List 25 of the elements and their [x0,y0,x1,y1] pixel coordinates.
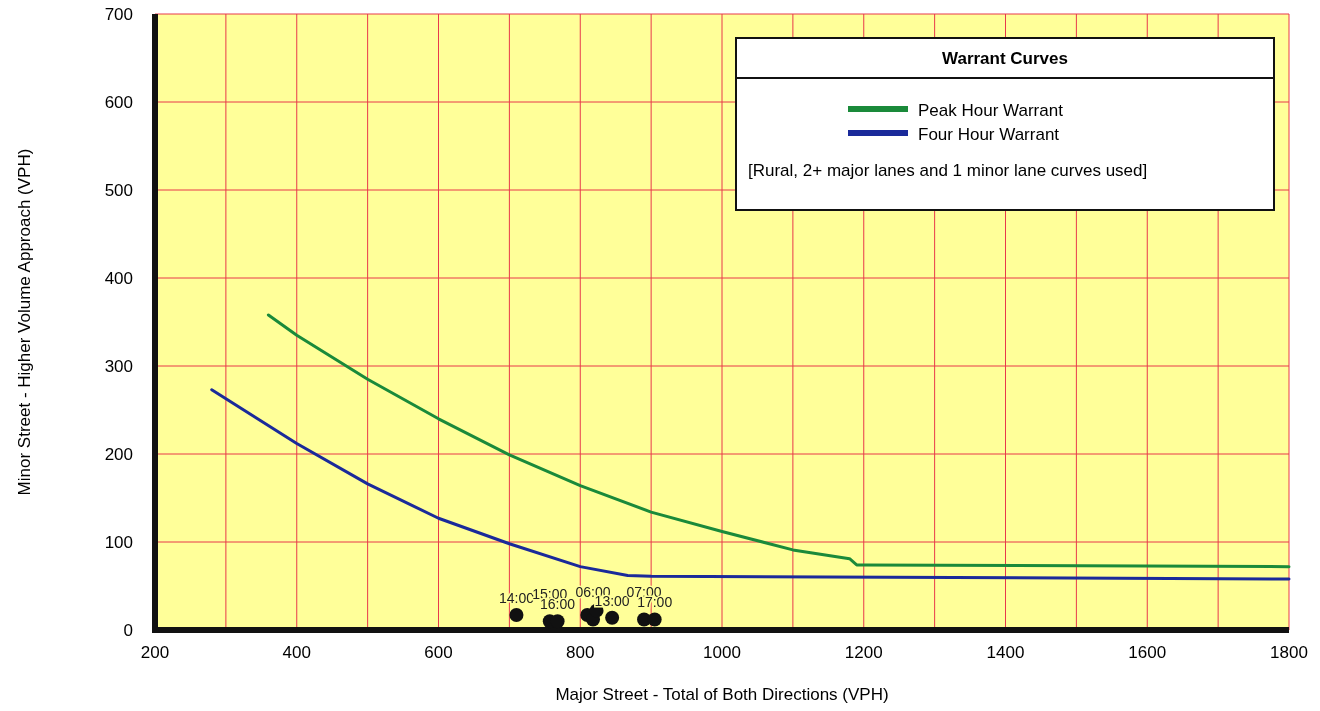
legend-label: Peak Hour Warrant [918,101,1064,120]
y-tick-label: 100 [104,533,133,552]
x-axis-title: Major Street - Total of Both Directions (VPH) [555,685,889,704]
y-tick-label: 500 [104,181,133,200]
x-tick-label: 800 [566,643,595,662]
x-tick-label: 1200 [844,643,883,662]
x-tick-label: 200 [140,643,170,662]
y-tick-label: 700 [104,5,133,24]
y-tick-label: 0 [123,621,133,640]
legend-title: Warrant Curves [942,49,1068,68]
x-tick-label: 1400 [986,643,1025,662]
x-tick-label: 1800 [1270,643,1308,662]
x-tick-label: 1000 [703,643,741,662]
y-tick-label: 300 [104,357,133,376]
legend-label: Four Hour Warrant [918,125,1060,144]
line-series [210,388,1291,581]
y-tick-label: 200 [104,445,133,464]
y-axis-title: Minor Street - Higher Volume Approach (VPH) [15,148,34,496]
y-tick-label: 400 [104,269,133,288]
x-tick-label: 400 [282,643,311,662]
line-series [266,313,1291,569]
y-tick-label: 600 [104,93,133,112]
annotation: [Rural, 2+ major lanes and 1 minor lane curves used] [748,161,1148,180]
x-tick-label: 600 [424,643,453,662]
x-tick-label: 1600 [1128,643,1167,662]
